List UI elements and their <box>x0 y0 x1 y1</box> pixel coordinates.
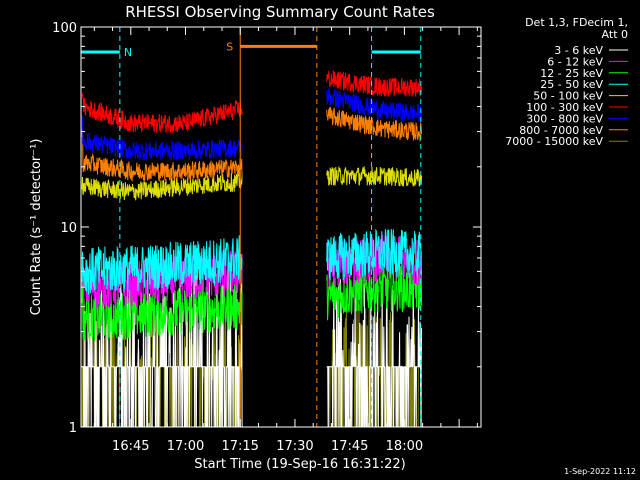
legend-label-4: 50 - 100 keV <box>533 90 603 103</box>
series-line-800-7000-kev-seg1 <box>326 106 423 142</box>
series-line-25-50-kev-seg1 <box>326 228 423 281</box>
y-tick-label-10: 10 <box>60 221 77 236</box>
region-label-n: N <box>124 46 132 59</box>
legend-label-2: 12 - 25 keV <box>540 67 603 80</box>
series-line-100-300-kev-seg0 <box>81 93 243 133</box>
axes-layer: 1 10 100 16:45 17:00 17:15 17:30 17:45 18:00 <box>52 21 481 454</box>
legend-label-0: 3 - 6 keV <box>554 44 603 57</box>
legend-label-8: 7000 - 15000 keV <box>505 135 603 148</box>
series-line-100-300-kev-seg1 <box>326 70 423 97</box>
footer-date: 1-Sep-2022 11:12 <box>564 467 636 476</box>
x-tick-label-1715: 17:15 <box>221 439 258 454</box>
chart-title: RHESSI Observing Summary Count Rates <box>125 3 435 21</box>
legend-header-line-2: Att 0 <box>602 28 628 41</box>
series-line-25-50-kev-seg0 <box>81 235 243 295</box>
y-tick-label-1: 1 <box>69 421 77 436</box>
x-tick-label-1645: 16:45 <box>112 439 149 454</box>
x-tick-label-1700: 17:00 <box>167 439 204 454</box>
legend-label-5: 100 - 300 keV <box>526 101 603 114</box>
legend-header-line-1: Det 1,3, FDecim 1, <box>525 16 628 29</box>
legend-label-6: 300 - 800 keV <box>526 112 603 125</box>
legend-label-3: 25 - 50 keV <box>540 78 603 91</box>
series-line-300-800-kev-seg0 <box>81 115 243 161</box>
series-line-300-800-kev-seg1 <box>326 88 423 124</box>
y-tick-label-100: 100 <box>52 21 77 36</box>
series-line-3-6-kev-seg1 <box>326 278 423 428</box>
x-tick-label-1800: 18:00 <box>386 439 423 454</box>
series-line-12-25-kev-seg1 <box>326 263 423 321</box>
y-axis-label: Count Rate (s⁻¹ detector⁻¹) <box>29 139 44 316</box>
series-line-50-100-kev-seg1 <box>326 165 423 187</box>
series-line-800-7000-kev-seg0 <box>81 127 243 183</box>
x-axis-label: Start Time (19-Sep-16 16:31:22) <box>194 457 405 472</box>
x-tick-label-1745: 17:45 <box>331 439 368 454</box>
legend-label-1: 6 - 12 keV <box>547 55 603 68</box>
x-tick-label-1730: 17:30 <box>276 439 313 454</box>
region-label-s: S <box>226 40 233 53</box>
legend-label-7: 800 - 7000 keV <box>519 124 603 137</box>
series-line-50-100-kev-seg0 <box>81 172 243 201</box>
